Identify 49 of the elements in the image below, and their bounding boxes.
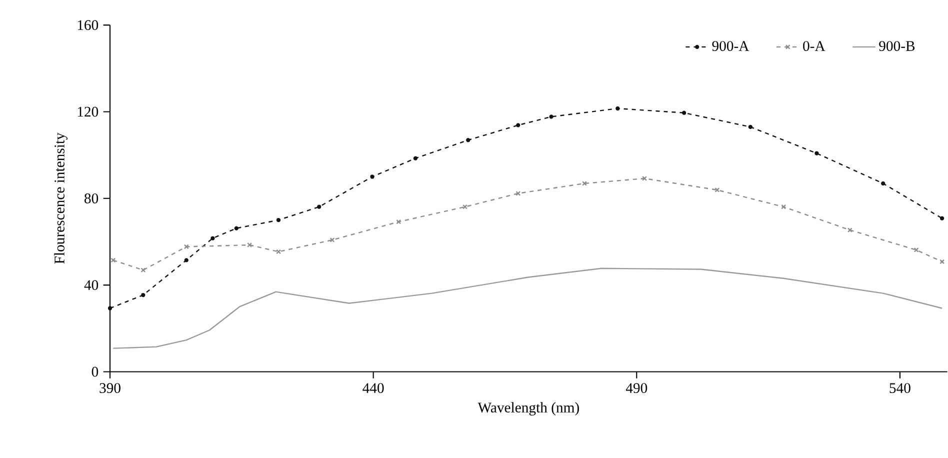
x-axis-title: Wavelength (nm) xyxy=(478,402,579,416)
point xyxy=(466,138,470,142)
point xyxy=(748,124,752,129)
point xyxy=(317,204,322,209)
y-tick-label: 80 xyxy=(84,193,98,204)
point xyxy=(370,174,374,179)
legend-label: 900-A xyxy=(712,41,750,51)
point xyxy=(940,259,945,264)
legend-label: 900-B xyxy=(879,41,915,51)
point xyxy=(516,190,521,196)
point xyxy=(847,228,852,233)
point xyxy=(396,219,402,224)
point xyxy=(549,114,554,119)
y-tick-label: 160 xyxy=(78,20,98,30)
point xyxy=(330,238,335,242)
point xyxy=(682,110,686,115)
point xyxy=(110,258,116,263)
point xyxy=(247,242,252,248)
point xyxy=(184,244,189,250)
point xyxy=(462,204,468,210)
y-axis-title: Flourescence intensity xyxy=(54,132,68,264)
point xyxy=(582,180,587,186)
point xyxy=(940,216,944,220)
y-tick-label: 120 xyxy=(78,106,98,117)
point xyxy=(616,106,620,111)
point xyxy=(141,292,146,298)
y-tick-label: 0 xyxy=(92,366,98,377)
point xyxy=(781,204,786,210)
point xyxy=(516,123,520,128)
x-tick-label: 490 xyxy=(626,383,648,394)
point xyxy=(184,258,188,262)
point xyxy=(642,176,648,181)
legend-label: 0-A xyxy=(803,41,826,51)
point xyxy=(914,247,919,252)
point xyxy=(234,226,238,230)
point xyxy=(276,218,281,222)
point xyxy=(276,249,282,254)
point xyxy=(210,236,215,240)
x-tick-label: 540 xyxy=(890,383,910,394)
x-tick-label: 440 xyxy=(362,383,384,394)
y-tick-label: 40 xyxy=(84,280,98,290)
x-tick-label: 390 xyxy=(100,383,120,394)
point xyxy=(108,306,112,310)
line-series xyxy=(112,268,943,349)
point xyxy=(140,268,146,273)
point xyxy=(714,187,720,192)
point xyxy=(881,181,886,186)
point xyxy=(413,156,418,160)
point xyxy=(814,151,819,156)
